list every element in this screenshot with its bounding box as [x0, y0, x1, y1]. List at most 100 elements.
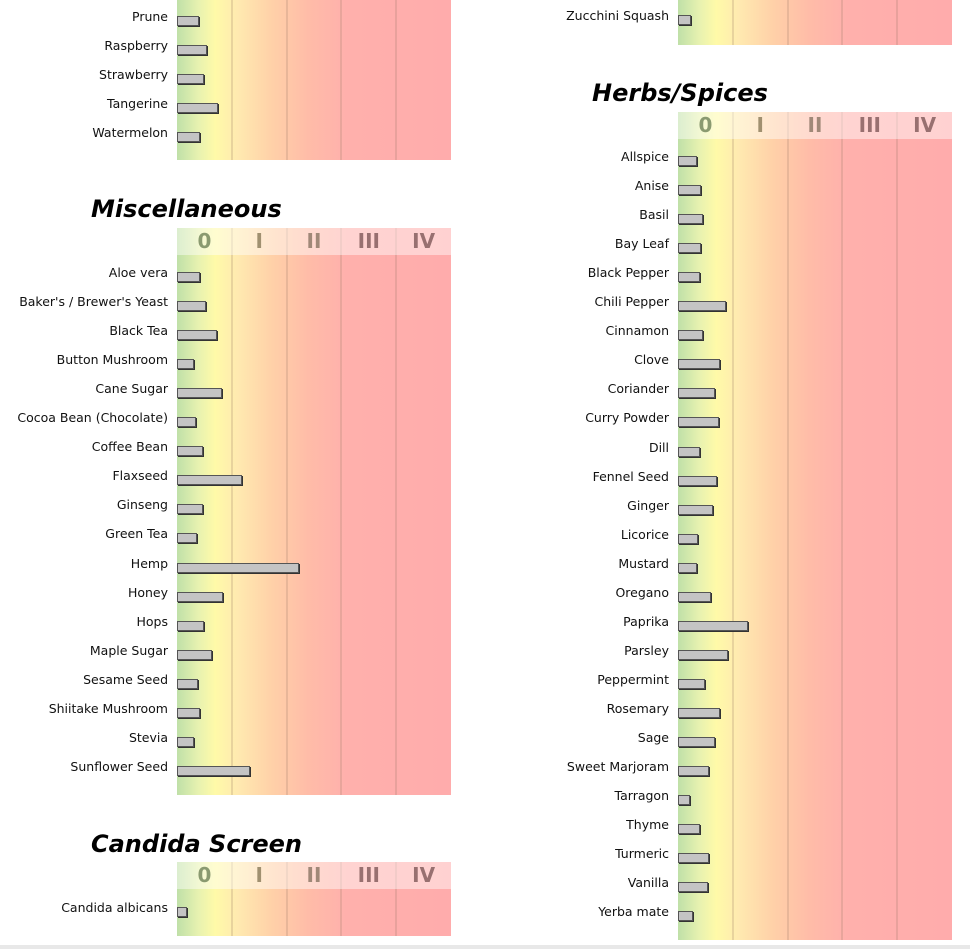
- class-label: 0: [197, 229, 212, 253]
- bar-green-tea: [177, 533, 198, 544]
- category-label: Hemp: [130, 555, 168, 571]
- bar-parsley: [678, 649, 729, 660]
- category-label: Maple Sugar: [89, 642, 168, 658]
- category-label: Button Mushroom: [56, 352, 168, 368]
- class-header: 0 I II III IV: [678, 112, 952, 139]
- bar-turmeric: [678, 853, 710, 864]
- bar-candida-albicans: [177, 907, 187, 917]
- bar-cinnamon: [678, 330, 704, 341]
- bar-tarragon: [678, 795, 691, 806]
- category-label: Licorice: [620, 526, 669, 542]
- category-label: Cocoa Bean (Chocolate): [17, 410, 168, 426]
- category-label: Ginseng: [116, 497, 168, 513]
- class-divider: [395, 228, 398, 795]
- class-label: I: [756, 113, 764, 137]
- class-divider: [786, 112, 789, 940]
- class-divider: [841, 112, 844, 940]
- chart-title: Miscellaneous: [91, 195, 282, 223]
- category-label: Strawberry: [99, 67, 168, 83]
- bar-prune: [177, 16, 199, 26]
- category-label: Parsley: [624, 642, 669, 658]
- category-label: Watermelon: [92, 125, 168, 141]
- category-label: Basil: [639, 207, 669, 223]
- bar-tangerine: [177, 103, 219, 114]
- class-label: II: [807, 113, 823, 137]
- category-label: Curry Powder: [585, 410, 669, 426]
- bar-sesame-seed: [177, 678, 198, 689]
- class-divider: [285, 0, 288, 160]
- bar-dill: [678, 446, 700, 457]
- class-divider: [230, 228, 233, 795]
- category-label: Sunflower Seed: [70, 758, 168, 774]
- bar-basil: [678, 214, 704, 225]
- class-divider: [896, 112, 899, 940]
- category-label: Stevia: [128, 729, 168, 745]
- bar-black-pepper: [678, 272, 700, 283]
- bar-rosemary: [678, 707, 721, 718]
- bar-paprika: [678, 620, 749, 631]
- bar-coffee-bean: [177, 446, 204, 457]
- category-label: Zucchini Squash: [566, 8, 669, 23]
- class-label: III: [858, 113, 881, 137]
- bar-cocoa-bean-chocolate-: [177, 417, 197, 428]
- category-label: Cane Sugar: [95, 381, 168, 397]
- category-label: Hops: [136, 613, 169, 629]
- class-divider: [896, 0, 899, 45]
- category-label: Clove: [634, 352, 669, 368]
- category-label: Honey: [127, 584, 168, 600]
- category-label: Paprika: [623, 613, 669, 629]
- bar-strawberry: [177, 74, 205, 85]
- chart-panel-candida: 0 I II III IV: [177, 862, 451, 936]
- chart-title: Candida Screen: [91, 830, 303, 858]
- category-label: Baker's / Brewer's Yeast: [19, 294, 168, 310]
- bar-ginger: [678, 504, 714, 515]
- class-label: 0: [197, 863, 212, 887]
- class-divider: [395, 862, 398, 936]
- class-divider: [395, 0, 398, 160]
- category-label: Turmeric: [615, 846, 669, 862]
- bar-baker-s-brewer-s-yeast: [177, 301, 207, 312]
- bar-stevia: [177, 736, 194, 747]
- bar-yerba-mate: [678, 911, 693, 922]
- bar-black-tea: [177, 330, 217, 341]
- category-label: Bay Leaf: [614, 236, 669, 252]
- category-label: Yerba mate: [598, 904, 669, 920]
- category-label: Flaxseed: [112, 468, 168, 484]
- category-label: Sesame Seed: [83, 671, 168, 687]
- bar-button-mushroom: [177, 359, 194, 370]
- bar-maple-sugar: [177, 649, 213, 660]
- category-label: Chili Pepper: [594, 294, 669, 310]
- category-label: Aloe vera: [108, 265, 168, 280]
- bar-watermelon: [177, 132, 201, 143]
- bar-chili-pepper: [678, 301, 727, 312]
- category-label: Candida albicans: [61, 900, 168, 915]
- bar-cane-sugar: [177, 388, 222, 399]
- class-label: I: [255, 229, 263, 253]
- category-label: Mustard: [618, 555, 669, 571]
- class-label: III: [357, 863, 380, 887]
- category-label: Sweet Marjoram: [566, 759, 669, 775]
- chart-title: Herbs/Spices: [592, 79, 768, 107]
- class-label: II: [306, 863, 322, 887]
- class-divider: [786, 0, 789, 45]
- bar-hemp: [177, 562, 299, 573]
- bar-flaxseed: [177, 475, 243, 486]
- category-label: Prune: [132, 9, 168, 24]
- category-label: Black Pepper: [587, 265, 669, 281]
- category-label: Black Tea: [109, 323, 168, 339]
- bar-sweet-marjoram: [678, 766, 710, 777]
- bar-honey: [177, 591, 224, 602]
- bar-anise: [678, 185, 702, 196]
- category-label: Shiitake Mushroom: [48, 700, 168, 716]
- class-divider: [340, 862, 343, 936]
- category-label: Allspice: [621, 149, 669, 164]
- category-label: Coffee Bean: [91, 439, 168, 455]
- category-label: Anise: [634, 178, 669, 194]
- bar-sunflower-seed: [177, 765, 251, 776]
- class-label: IV: [412, 863, 436, 887]
- class-divider: [731, 112, 734, 940]
- category-label: Vanilla: [627, 875, 669, 891]
- category-label: Oregano: [615, 584, 669, 600]
- bar-mustard: [678, 562, 698, 573]
- bar-thyme: [678, 824, 700, 835]
